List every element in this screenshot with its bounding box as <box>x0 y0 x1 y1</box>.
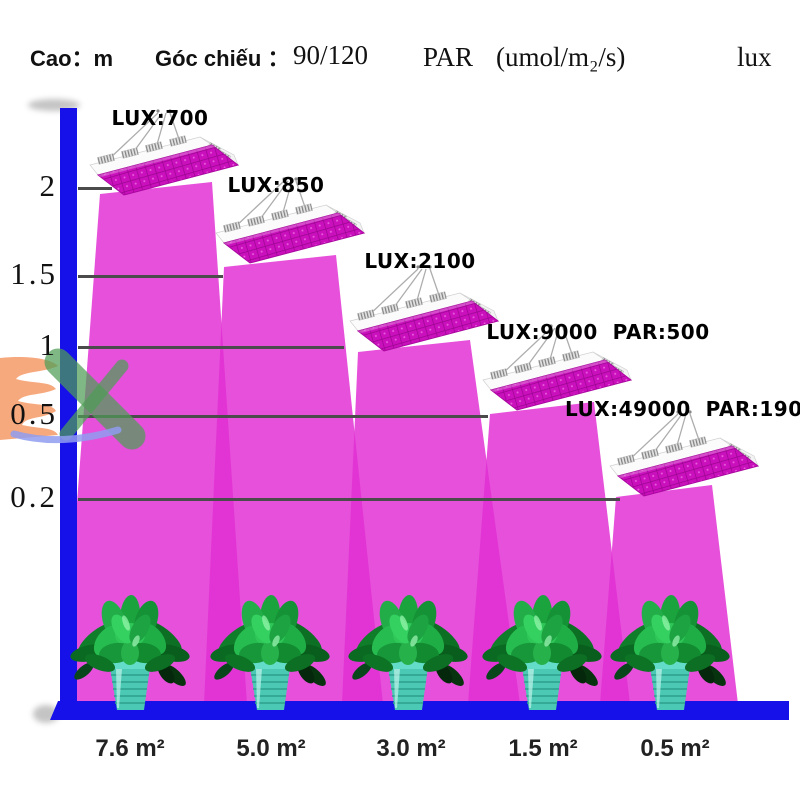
header-par-label: PAR <box>423 42 474 72</box>
coverage-label-2: 5.0 m² <box>236 735 306 762</box>
gridline-1_5m <box>78 275 223 278</box>
grow-light-3 <box>349 264 499 352</box>
light-1-lux-label: LUX:700 <box>111 106 209 130</box>
gridline-0_2m <box>78 498 620 501</box>
light-2-lux-label: LUX:850 <box>227 173 325 197</box>
header-lux-label: lux <box>737 42 772 72</box>
gridline-2m <box>78 187 112 190</box>
light-cone-1 <box>62 182 247 704</box>
y-axis-bar <box>60 108 77 720</box>
coverage-label-4: 1.5 m² <box>508 735 578 762</box>
coverage-label-5: 0.5 m² <box>640 735 710 762</box>
x-axis-bar <box>50 701 789 720</box>
watermark-orange-shape <box>0 356 58 440</box>
light-cone-4 <box>468 402 630 704</box>
light-cone-2 <box>204 255 383 704</box>
gridline-0_5m <box>78 415 488 418</box>
y-tick-1-5: 1.5 <box>10 256 58 291</box>
y-tick-0-5: 0.5 <box>10 396 58 431</box>
light-3-lux-label: LUX:2100 <box>364 249 476 273</box>
header-height-label: Cao：m <box>30 46 114 71</box>
light-5-lux-label: LUX:49000 PAR:1900 <box>564 397 800 421</box>
y-tick-2: 2 <box>39 168 58 203</box>
watermark-green-x2 <box>59 359 129 441</box>
axes <box>28 99 789 723</box>
gridline-1m <box>78 346 344 349</box>
coverage-label-1: 7.6 m² <box>95 735 165 762</box>
y-tick-1: 1 <box>39 327 58 362</box>
header-angle-label: Góc chiếu ： <box>155 46 290 71</box>
header-par-unit: (umol/m₂/s) <box>496 42 626 72</box>
header-angle-value: 90/120 <box>293 40 369 70</box>
y-tick-0-2: 0.2 <box>10 479 58 514</box>
height-gridlines <box>78 187 620 501</box>
grow-light-5 <box>609 409 759 497</box>
coverage-label-3: 3.0 m² <box>376 735 446 762</box>
watermark-logo <box>0 348 146 450</box>
watermark-blue-swoosh <box>10 426 122 444</box>
light-4-lux-label: LUX:9000 PAR:500 <box>486 320 710 344</box>
